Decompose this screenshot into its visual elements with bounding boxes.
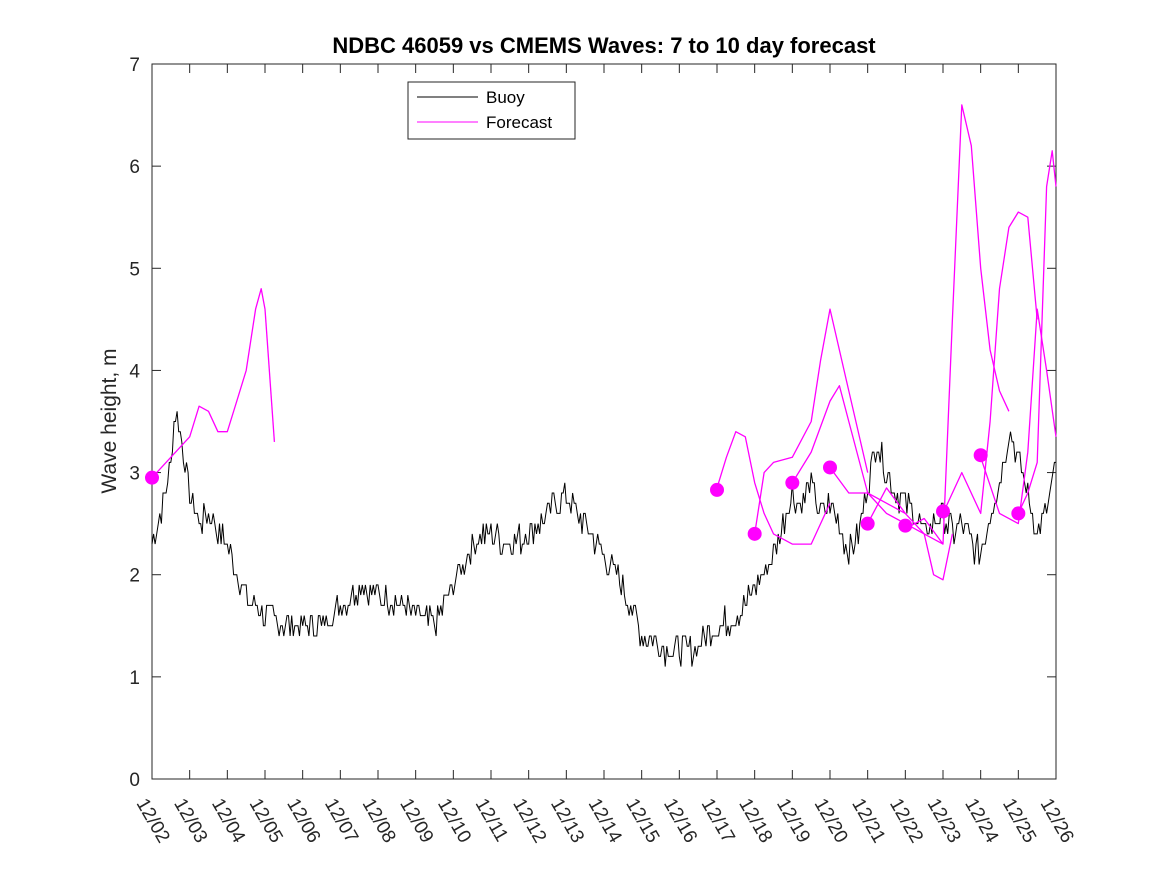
x-tick-label: 12/16	[659, 795, 701, 847]
x-tick-label: 12/03	[169, 795, 211, 847]
y-tick-label: 5	[129, 259, 140, 280]
y-tick-label: 6	[129, 157, 140, 178]
forecast-start-marker	[1011, 506, 1026, 521]
forecast-line	[942, 211, 1038, 515]
forecast-start-marker	[973, 448, 988, 463]
x-tick-label: 12/13	[546, 795, 588, 847]
legend-forecast-label: Forecast	[486, 113, 552, 132]
chart-title: NDBC 46059 vs CMEMS Waves: 7 to 10 day f…	[332, 33, 876, 58]
marker-group	[145, 448, 1026, 541]
y-axis-label: Wave height, m	[98, 348, 121, 493]
buoy-line	[151, 411, 1056, 667]
y-tick-label: 0	[129, 770, 140, 791]
forecast-line	[151, 288, 266, 479]
x-tick-label: 12/06	[282, 795, 324, 847]
forecast-line	[867, 487, 954, 581]
forecast-line	[791, 385, 906, 514]
x-tick-label: 12/17	[697, 795, 739, 847]
forecast-start-marker	[860, 516, 875, 531]
x-tick-label: 12/02	[132, 795, 174, 847]
x-tick-label: 12/20	[810, 795, 852, 847]
x-tick-label: 12/19	[772, 795, 814, 847]
x-tick-label: 12/22	[885, 795, 927, 847]
plot-area	[151, 63, 1057, 780]
x-tick-label: 12/12	[508, 795, 550, 847]
forecast-start-marker	[898, 518, 913, 533]
series-group	[151, 104, 1057, 667]
x-tick-label: 12/07	[320, 795, 362, 847]
x-tick-label: 12/18	[734, 795, 776, 847]
x-tick-label: 12/04	[207, 795, 249, 847]
legend-box	[407, 81, 576, 140]
y-tick-label: 2	[129, 566, 140, 587]
x-tick-label: 12/11	[471, 795, 512, 845]
y-tick-label: 4	[129, 361, 140, 382]
x-tick-label: 12/15	[621, 795, 663, 847]
y-tick-label: 3	[129, 464, 140, 485]
forecast-start-marker	[823, 460, 837, 475]
x-tick-label: 12/24	[960, 795, 1002, 847]
forecast-line	[904, 104, 1010, 545]
forecast-start-marker	[710, 482, 724, 497]
x-tick-label: 12/10	[433, 795, 475, 847]
forecast-start-marker	[145, 470, 159, 485]
x-tick-label: 12/25	[998, 795, 1040, 847]
x-tick-label: 12/21	[847, 795, 889, 847]
x-tick-label: 12/08	[358, 795, 400, 847]
legend-buoy-label: Buoy	[486, 88, 525, 107]
forecast-line	[716, 431, 831, 545]
forecast-start-marker	[936, 504, 950, 519]
y-axis: 0 1 2 3 4 5 6 7	[129, 55, 1056, 791]
forecast-start-marker	[747, 526, 762, 541]
x-tick-label: 12/14	[584, 795, 626, 847]
forecast-line	[754, 308, 869, 534]
x-tick-label: 12/23	[923, 795, 965, 847]
forecast-start-marker	[785, 475, 800, 490]
y-tick-label: 1	[129, 668, 140, 689]
x-tick-label: 12/09	[395, 795, 437, 847]
forecast-line	[1017, 150, 1057, 514]
y-tick-label: 7	[129, 55, 140, 76]
legend: Buoy Forecast	[407, 81, 576, 140]
forecast-line	[264, 309, 276, 442]
forecast-line	[980, 308, 1057, 525]
x-tick-label: 12/26	[1036, 795, 1078, 847]
x-tick-label: 12/05	[245, 795, 287, 847]
